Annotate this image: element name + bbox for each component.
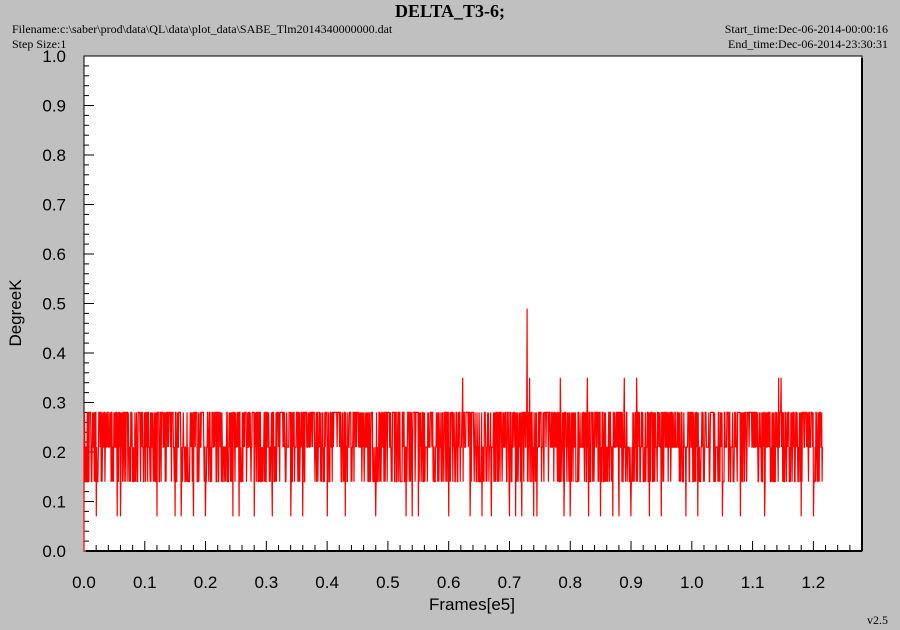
step-size-label: Step Size:1 xyxy=(12,37,67,51)
y-axis-label: DegreeK xyxy=(6,279,25,347)
x-axis-label: Frames[e5] xyxy=(429,595,515,614)
filename-label: Filename:c:\saber\prod\data\QL\data\plot… xyxy=(12,22,393,36)
x-tick-label: 0.8 xyxy=(558,573,582,592)
x-tick-label: 0.5 xyxy=(376,573,400,592)
start-time-label: Start_time:Dec-06-2014-00:00:16 xyxy=(724,22,888,36)
x-tick-label: 0.2 xyxy=(194,573,218,592)
y-tick-label: 0.3 xyxy=(42,394,66,413)
y-tick-label: 0.1 xyxy=(42,493,66,512)
x-tick-label: 1.0 xyxy=(680,573,704,592)
series-red xyxy=(83,308,824,551)
x-tick-label: 1.1 xyxy=(741,573,765,592)
y-tick-label: 0.5 xyxy=(42,295,66,314)
y-tick-labels: 0.0 0.1 0.2 0.3 0.4 0.5 0.6 0.7 0.8 0.9 1.0 xyxy=(42,47,66,561)
version-label: v2.5 xyxy=(867,613,888,627)
series-line xyxy=(83,308,824,551)
x-tick-label: 0.4 xyxy=(315,573,339,592)
y-tick-label: 0.4 xyxy=(42,344,66,363)
x-tick-label: 1.2 xyxy=(802,573,826,592)
plot-area xyxy=(83,55,863,552)
end-time-label: End_time:Dec-06-2014-23:30:31 xyxy=(728,37,888,51)
y-tick-label: 0.9 xyxy=(42,97,66,116)
x-tick-label: 0.0 xyxy=(72,573,96,592)
x-tick-labels: 0.0 0.1 0.2 0.3 0.4 0.5 0.6 0.7 0.8 0.9 1.0 1.1 1.2 xyxy=(72,573,825,592)
y-tick-label: 0.6 xyxy=(42,245,66,264)
y-tick-label: 0.7 xyxy=(42,196,66,215)
y-tick-label: 0.8 xyxy=(42,146,66,165)
x-tick-label: 0.3 xyxy=(255,573,279,592)
x-tick-label: 0.6 xyxy=(437,573,461,592)
x-tick-label: 0.9 xyxy=(619,573,643,592)
y-tick-label: 0.2 xyxy=(42,443,66,462)
y-tick-label: 0.0 xyxy=(42,542,66,561)
chart-title: DELTA_T3-6; xyxy=(394,1,506,21)
y-tick-label: 1.0 xyxy=(42,47,66,66)
x-tick-label: 0.1 xyxy=(133,573,157,592)
x-tick-label: 0.7 xyxy=(498,573,522,592)
